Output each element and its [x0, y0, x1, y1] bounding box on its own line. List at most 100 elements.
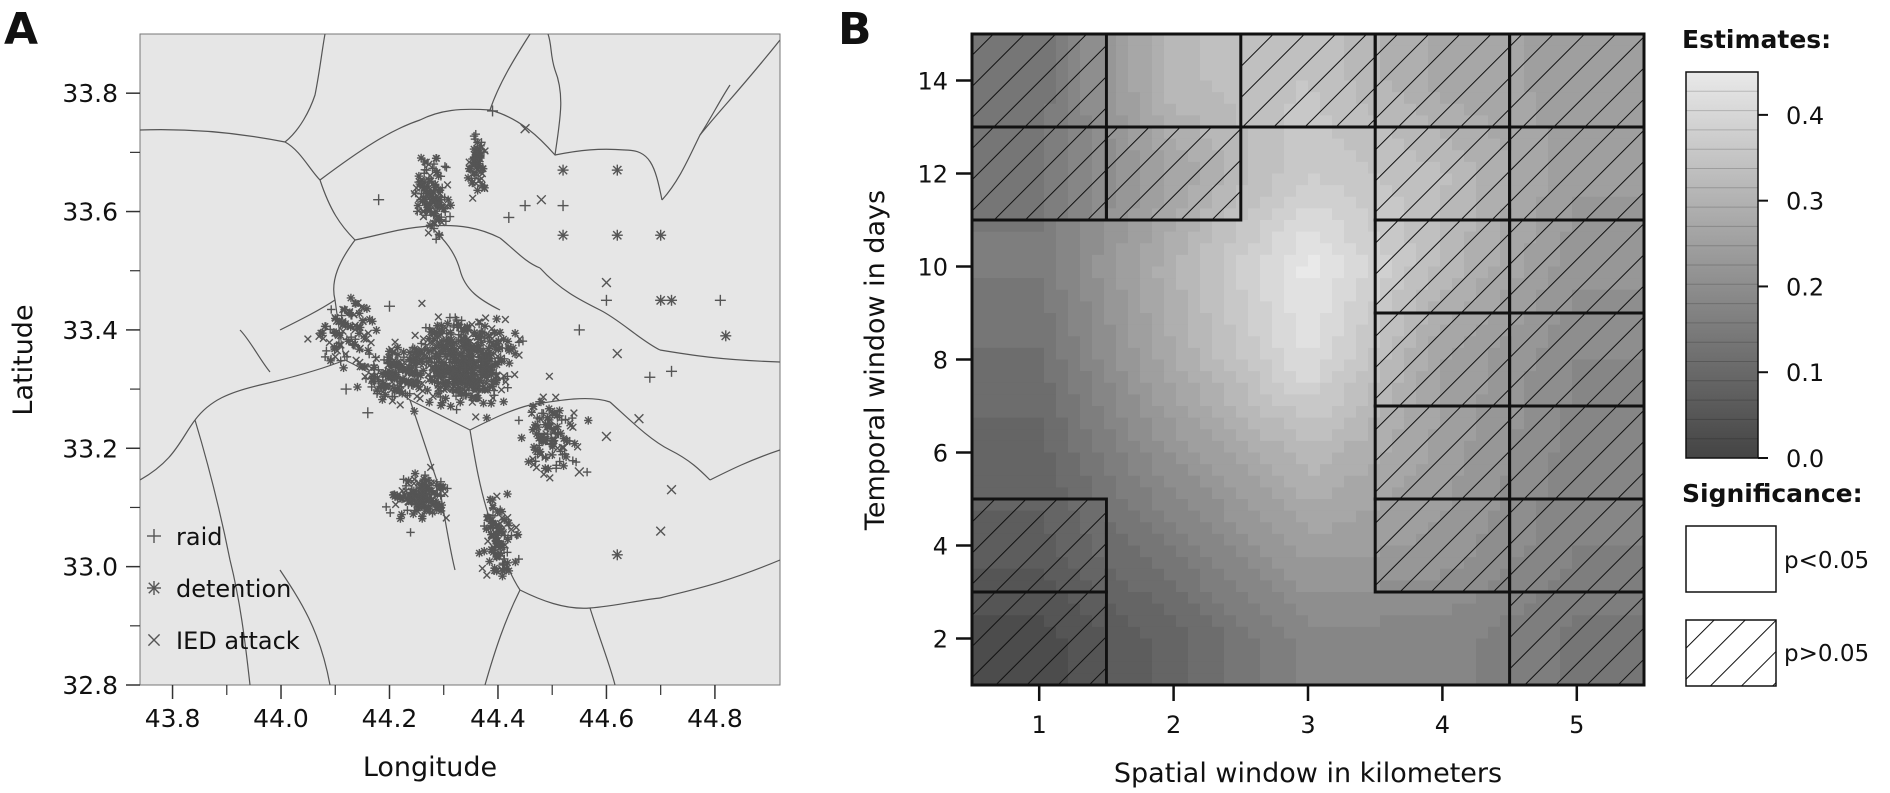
heatmap-cell — [1296, 266, 1309, 279]
heatmap-cell — [1332, 638, 1345, 651]
hatched-cell-5 — [1239, 32, 1377, 129]
heatmap-cell — [1260, 475, 1273, 488]
event-point-cluster-2 — [425, 221, 435, 230]
event-point-cluster-0 — [504, 343, 513, 351]
heatmap-cell — [1296, 638, 1309, 651]
heatmap-cell — [1284, 626, 1297, 640]
heatmap-cell — [1020, 452, 1033, 465]
heatmap-cell — [1224, 533, 1237, 547]
heatmap-cell — [1308, 545, 1321, 558]
heatmap-cell — [1140, 417, 1153, 430]
heatmap-cell — [1212, 568, 1225, 581]
heatmap-cell — [1176, 406, 1189, 419]
heatmap-cell — [1308, 568, 1321, 581]
heatmap-cell — [1116, 406, 1129, 419]
heatmap-cell — [1224, 34, 1237, 47]
heatmap-cell — [1344, 417, 1357, 430]
heatmap-cell — [1344, 371, 1357, 384]
heatmap-cell — [1464, 638, 1477, 651]
heatmap-cell — [1344, 545, 1357, 558]
heatmap-cell — [996, 243, 1009, 256]
heatmap-cell — [1140, 301, 1153, 314]
heatmap-cell — [1260, 557, 1273, 570]
heatmap-cell — [1176, 429, 1189, 442]
heatmap-cell — [1284, 522, 1297, 535]
heatmap-cell — [1188, 592, 1201, 605]
heatmap-cell — [1092, 417, 1105, 430]
heatmap-cell — [1128, 266, 1141, 279]
event-point-cluster-4 — [434, 502, 443, 511]
heatmap-cell — [1260, 638, 1273, 651]
heatmap-cell — [1320, 406, 1333, 419]
heatmap-cell — [1296, 278, 1309, 291]
heatmap-cell — [1164, 487, 1177, 500]
heatmap-cell — [1320, 603, 1333, 616]
heatmap-cell — [1224, 231, 1237, 244]
y-tick-label: 10 — [917, 254, 948, 282]
event-point-cluster-2 — [425, 207, 433, 216]
heatmap-cell — [1320, 533, 1333, 547]
event-point-cluster-7 — [352, 322, 362, 332]
heatmap-cell — [1140, 313, 1153, 326]
heatmap-cell — [1032, 464, 1045, 477]
event-point-cluster-6 — [559, 461, 568, 471]
heatmap-cell — [1416, 626, 1429, 640]
heatmap-cell — [1284, 347, 1297, 361]
heatmap-cell — [1308, 289, 1321, 302]
hatched-cell-0 — [970, 590, 1108, 687]
heatmap-cell — [1020, 464, 1033, 477]
heatmap-cell — [1212, 499, 1225, 512]
heatmap-cell — [1068, 475, 1081, 488]
heatmap-cell — [1188, 394, 1201, 407]
heatmap-cell — [996, 324, 1009, 337]
heatmap-cell — [1140, 487, 1153, 500]
heatmap-cell — [1284, 336, 1297, 349]
heatmap-cell — [1332, 440, 1345, 454]
heatmap-cell — [1332, 243, 1345, 256]
heatmap-cell — [1284, 289, 1297, 302]
event-point-cluster-0 — [481, 314, 490, 322]
heatmap-cell — [1188, 499, 1201, 512]
event-point-star-7 — [655, 294, 667, 306]
heatmap-cell — [1236, 278, 1249, 291]
heatmap-cell — [1140, 243, 1153, 256]
heatmap-cell — [1260, 150, 1273, 163]
heatmap-cell — [1260, 208, 1273, 221]
heatmap-cell — [1224, 278, 1237, 291]
heatmap-cell — [1488, 661, 1501, 674]
heatmap-cell — [1308, 371, 1321, 384]
heatmap-cell — [1152, 429, 1165, 442]
heatmap-cell — [1068, 243, 1081, 256]
heatmap-cell — [1332, 592, 1345, 605]
heatmap-cell — [1308, 254, 1321, 268]
heatmap-cell — [1332, 522, 1345, 535]
heatmap-cell — [996, 464, 1009, 477]
heatmap-cell — [1224, 243, 1237, 256]
heatmap-cell — [1176, 394, 1189, 407]
heatmap-cell — [1200, 80, 1213, 93]
heatmap-cell — [1140, 254, 1153, 268]
heatmap-cell — [1116, 289, 1129, 302]
heatmap-cell — [1188, 429, 1201, 442]
heatmap-cell — [1236, 220, 1249, 233]
heatmap-cell — [1284, 127, 1297, 140]
heatmap-cell — [1332, 173, 1345, 186]
heatmap-cell — [1416, 650, 1429, 663]
heatmap-cell — [972, 394, 985, 407]
heatmap-cell — [1212, 650, 1225, 663]
heatmap-cell — [1176, 243, 1189, 256]
heatmap-cell — [1020, 406, 1033, 419]
heatmap-cell — [1044, 278, 1057, 291]
event-point-cluster-1 — [406, 357, 416, 366]
heatmap-cell — [984, 313, 997, 326]
hatched-cell-6 — [1373, 32, 1512, 129]
heatmap-cell — [1200, 103, 1213, 116]
heatmap-cell — [1152, 220, 1165, 233]
heatmap-cell — [1092, 324, 1105, 337]
heatmap-cell — [1284, 580, 1297, 593]
heatmap-cell — [984, 278, 997, 291]
heatmap-cell — [1152, 487, 1165, 500]
heatmap-cell — [1284, 359, 1297, 372]
heatmap-cell — [1368, 603, 1381, 616]
event-point-cluster-1 — [403, 391, 412, 400]
